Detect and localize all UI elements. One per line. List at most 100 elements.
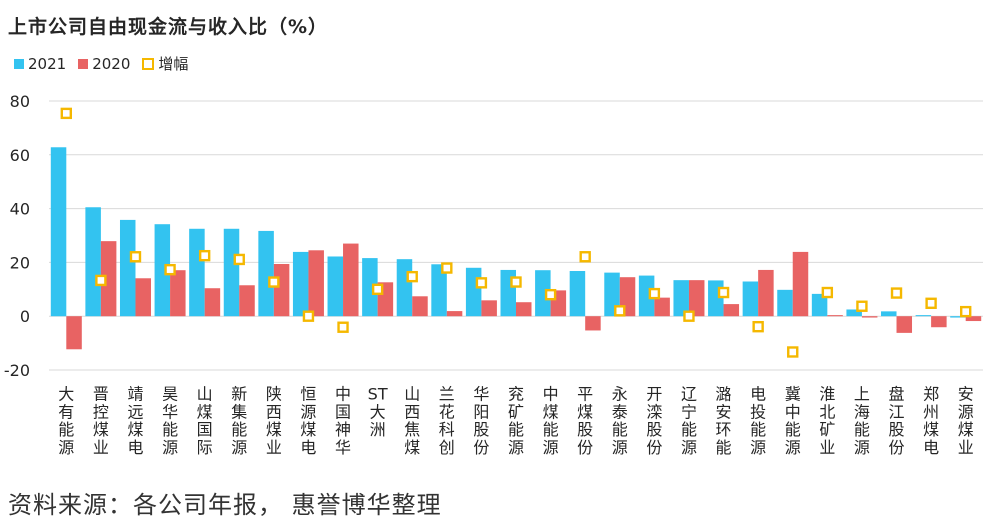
x-tick-label: 上海能源 xyxy=(854,384,870,457)
bar-2021 xyxy=(396,259,413,317)
bar-2020 xyxy=(273,264,290,317)
x-tick-label: 中国神华 xyxy=(335,384,351,457)
x-tick-label: 晋控煤业 xyxy=(93,384,109,457)
legend: 2021 2020 增幅 xyxy=(14,53,200,74)
legend-item-2021: 2021 xyxy=(14,55,66,73)
x-tick-label: 盘江股份 xyxy=(889,384,905,457)
x-tick-label: 山西焦煤 xyxy=(404,384,420,457)
bar-2021 xyxy=(742,281,759,317)
marker-growth xyxy=(95,274,107,287)
x-tick-label: 恒源煤电 xyxy=(300,384,316,457)
legend-label-2020: 2020 xyxy=(92,54,131,73)
bar-2021 xyxy=(154,224,171,317)
marker-growth xyxy=(890,287,903,299)
marker-growth xyxy=(233,253,245,266)
y-tick-label: 60 xyxy=(10,146,30,165)
x-tick-label: 兖矿能源 xyxy=(508,384,524,457)
x-tick-label: 永泰能源 xyxy=(612,384,628,457)
marker-growth xyxy=(544,288,557,301)
bar-2020 xyxy=(239,285,255,317)
bar-2020 xyxy=(585,316,601,331)
bar-2021 xyxy=(327,256,344,317)
bar-2020 xyxy=(135,278,151,317)
marker-growth xyxy=(198,249,211,262)
x-tick-label: 陕西煤业 xyxy=(266,384,282,457)
marker-growth xyxy=(856,300,868,312)
x-tick-label: 靖远煤电 xyxy=(127,384,143,457)
bar-2021 xyxy=(119,219,136,317)
bar-2021 xyxy=(950,316,966,318)
x-tick-label: 开滦股份 xyxy=(646,384,662,457)
bar-2021 xyxy=(569,271,586,317)
bar-2021 xyxy=(258,230,274,317)
x-tick-label: 平煤股份 xyxy=(577,384,593,457)
marker-growth xyxy=(752,320,764,333)
x-tick-label: 电投能源 xyxy=(750,384,766,457)
y-tick-label: -20 xyxy=(4,361,30,380)
bar-2020 xyxy=(66,316,82,350)
legend-item-growth: 增幅 xyxy=(142,53,188,74)
bar-2020 xyxy=(516,302,532,317)
bar-2020 xyxy=(723,304,740,317)
marker-growth xyxy=(960,305,972,318)
marker-growth xyxy=(337,321,349,333)
marker-growth xyxy=(648,287,661,300)
x-tick-label: 中煤能源 xyxy=(543,384,559,457)
x-tick-label: 辽宁能源 xyxy=(681,384,697,457)
marker-growth xyxy=(787,346,799,358)
marker-growth xyxy=(441,262,453,274)
bar-2021 xyxy=(881,311,897,317)
y-tick-label: 20 xyxy=(10,253,30,272)
bar-2021 xyxy=(189,228,205,317)
bar-2020 xyxy=(896,316,913,333)
marker-growth xyxy=(371,283,384,295)
marker-growth xyxy=(475,277,488,289)
marker-growth xyxy=(60,107,72,120)
x-tick-label: 安源煤业 xyxy=(958,384,974,457)
bar-2020 xyxy=(170,270,186,317)
legend-swatch-growth xyxy=(142,57,155,70)
bar-2021 xyxy=(846,309,862,317)
bar-2020 xyxy=(965,316,982,322)
bar-2020 xyxy=(792,251,809,317)
y-tick-label: 40 xyxy=(10,200,30,219)
bar-2020 xyxy=(308,250,324,317)
bar-2020 xyxy=(343,243,359,317)
marker-growth xyxy=(302,310,315,322)
legend-label-growth: 增幅 xyxy=(158,55,189,73)
bar-2021 xyxy=(85,207,101,317)
x-tick-label: 兰花科创 xyxy=(439,384,455,457)
marker-growth xyxy=(164,263,176,276)
bar-2020 xyxy=(204,288,221,317)
source-note: 资料来源：各公司年报， 惠誉博华整理 xyxy=(8,491,442,519)
bar-2021 xyxy=(292,251,309,317)
bar-2020 xyxy=(688,280,705,317)
x-tick-label: 冀中能源 xyxy=(785,384,801,457)
x-tick-label: 新集能源 xyxy=(231,384,247,457)
x-tick-label: 郑州煤电 xyxy=(923,384,939,457)
legend-swatch-2021 xyxy=(14,58,24,69)
marker-growth xyxy=(925,297,937,309)
legend-swatch-2020 xyxy=(78,58,89,69)
x-tick-label: 山煤国际 xyxy=(197,384,213,457)
bar-2021 xyxy=(431,264,447,317)
marker-growth xyxy=(129,251,142,263)
bar-2021 xyxy=(708,280,724,317)
legend-item-2020: 2020 xyxy=(78,55,130,73)
bar-2020 xyxy=(758,269,774,317)
marker-growth xyxy=(510,276,522,288)
x-tick-label: ST 大洲 xyxy=(368,384,388,439)
chart-title: 上市公司自由现金流与收入比（%） xyxy=(8,16,329,38)
bar-2020 xyxy=(481,300,497,317)
y-tick-label: 80 xyxy=(10,92,30,111)
marker-growth xyxy=(683,310,695,322)
bar-2020 xyxy=(931,316,947,328)
bar-2021 xyxy=(465,267,482,317)
bar-2021 xyxy=(638,275,655,317)
bar-2021 xyxy=(673,280,689,317)
marker-growth xyxy=(268,276,280,288)
legend-label-2021: 2021 xyxy=(28,54,67,73)
marker-growth xyxy=(406,270,418,283)
marker-growth xyxy=(579,251,591,263)
bar-2020 xyxy=(654,297,670,317)
